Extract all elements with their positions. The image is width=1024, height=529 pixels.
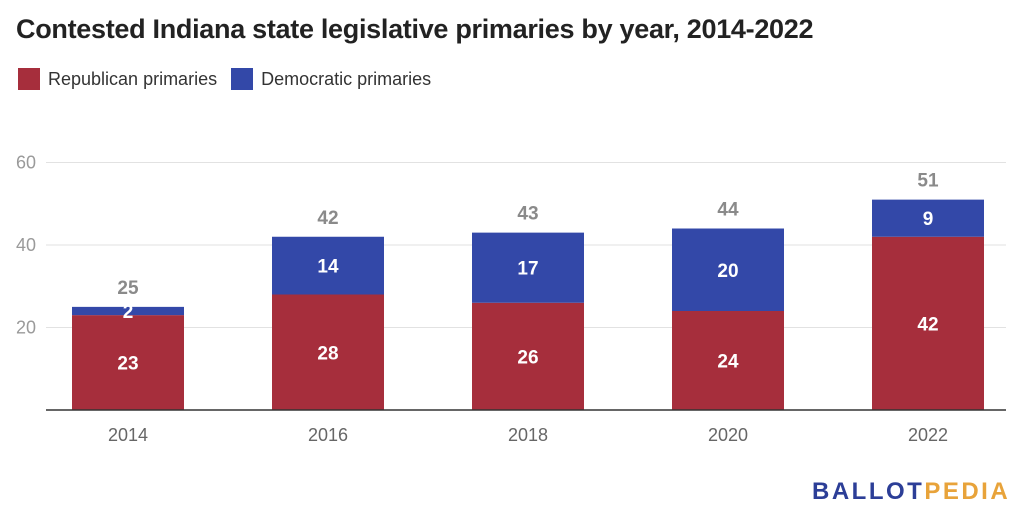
data-label-republican-2016: 28 [317,343,338,364]
x-tick-label-2020: 2020 [708,425,748,445]
bar-democratic-2014 [72,306,184,316]
legend-swatch-democratic [231,68,254,90]
bar-republican-2018 [472,302,584,410]
x-tick-label-2018: 2018 [508,425,548,445]
bar-democratic-2020 [672,228,784,311]
legend-label-republican: Republican primaries [48,68,218,89]
bar-democratic-2018 [472,232,584,303]
data-label-democratic-2020: 20 [717,261,738,282]
total-label-2016: 42 [317,208,338,229]
total-label-2020: 44 [717,200,739,221]
y-tick-label-40: 40 [16,235,36,255]
total-label-2014: 25 [117,278,139,299]
bar-republican-2020 [672,311,784,410]
total-label-2022: 51 [917,171,939,192]
data-label-republican-2018: 26 [517,347,538,368]
legend-item-republican: Republican primaries [18,68,217,90]
bar-republican-2016 [272,294,384,410]
x-tick-label-2014: 2014 [108,425,148,445]
ballotpedia-logo: BALLOTPEDIA [812,478,1010,506]
data-label-democratic-2014: 2 [123,302,134,323]
data-label-republican-2022: 42 [917,314,938,335]
data-label-democratic-2018: 17 [517,259,538,280]
y-tick-label-20: 20 [16,318,36,338]
data-label-democratic-2022: 9 [923,209,934,230]
bar-republican-2014 [72,315,184,410]
total-label-2018: 43 [517,204,538,225]
x-tick-label-2022: 2022 [908,425,948,445]
data-label-democratic-2016: 14 [317,257,339,278]
y-tick-label-60: 60 [16,153,36,173]
bar-democratic-2022 [872,199,984,237]
bar-republican-2022 [872,236,984,410]
bar-democratic-2016 [272,236,384,295]
data-label-republican-2014: 23 [117,354,138,375]
legend-label-democratic: Democratic primaries [261,68,432,89]
logo-part-pedia: PEDIA [924,478,1011,505]
chart-title: Contested Indiana state legislative prim… [16,14,814,44]
data-label-republican-2020: 24 [717,352,739,373]
legend-item-democratic: Democratic primaries [231,68,431,90]
logo-part-ballot: BALLOT [812,478,925,505]
x-tick-label-2016: 2016 [308,425,348,445]
legend: Republican primaries Democratic primarie… [18,68,445,90]
legend-swatch-republican [18,68,40,90]
